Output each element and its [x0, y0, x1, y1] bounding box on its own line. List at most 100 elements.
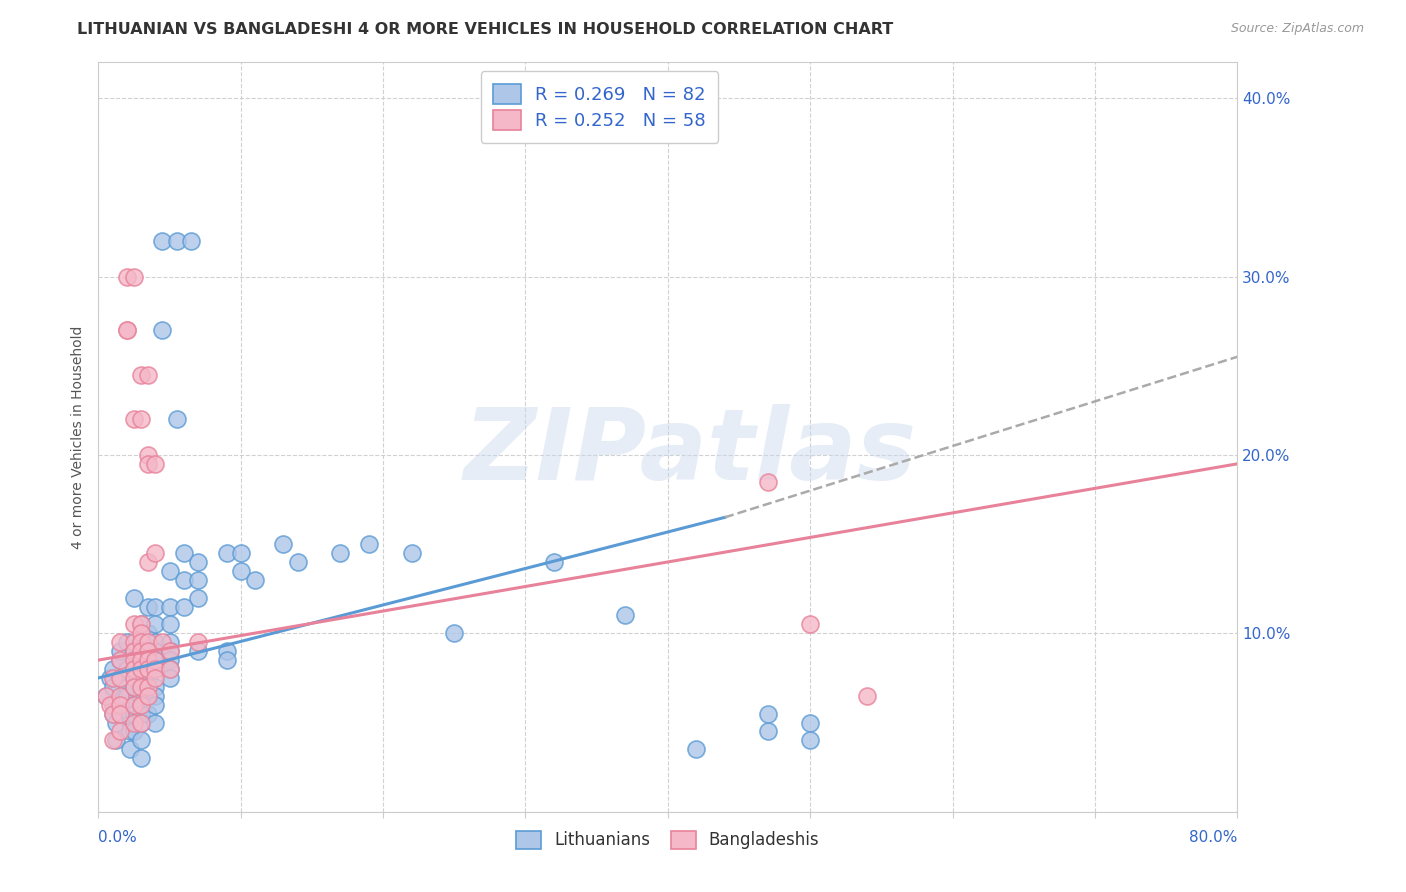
Point [108, 653, 131, 667]
Point [145, 653, 167, 667]
Point [543, 555, 565, 569]
Point [122, 591, 145, 605]
Point [159, 635, 181, 649]
Point [173, 573, 195, 587]
Point [145, 599, 167, 614]
Point [136, 680, 159, 694]
Point [108, 635, 131, 649]
Point [115, 635, 138, 649]
Point [145, 715, 167, 730]
Point [136, 457, 159, 471]
Point [243, 573, 266, 587]
Point [159, 564, 181, 578]
Point [129, 662, 152, 676]
Point [187, 573, 209, 587]
Point [122, 698, 145, 712]
Point [101, 662, 124, 676]
Point [101, 706, 124, 721]
Point [122, 706, 145, 721]
Point [118, 715, 141, 730]
Point [122, 671, 145, 685]
Point [159, 671, 181, 685]
Point [287, 555, 309, 569]
Point [112, 698, 135, 712]
Point [136, 368, 159, 382]
Point [145, 662, 167, 676]
Point [129, 715, 152, 730]
Point [215, 644, 238, 658]
Point [756, 724, 779, 739]
Text: 0.0%: 0.0% [98, 830, 138, 846]
Point [136, 599, 159, 614]
Point [129, 733, 152, 747]
Point [122, 412, 145, 426]
Point [145, 617, 167, 632]
Point [152, 323, 174, 337]
Point [108, 689, 131, 703]
Point [799, 715, 821, 730]
Point [145, 680, 167, 694]
Point [101, 698, 124, 712]
Point [115, 680, 138, 694]
Point [856, 689, 879, 703]
Text: ZIPatlas: ZIPatlas [464, 403, 917, 500]
Point [98, 671, 121, 685]
Point [108, 724, 131, 739]
Point [129, 689, 152, 703]
Point [145, 653, 167, 667]
Point [115, 269, 138, 284]
Point [357, 537, 380, 551]
Point [273, 537, 295, 551]
Point [108, 698, 131, 712]
Point [136, 644, 159, 658]
Point [136, 653, 159, 667]
Point [129, 635, 152, 649]
Point [136, 706, 159, 721]
Point [136, 626, 159, 640]
Point [159, 662, 181, 676]
Point [152, 234, 174, 248]
Point [799, 617, 821, 632]
Point [129, 617, 152, 632]
Point [129, 751, 152, 765]
Point [173, 546, 195, 560]
Point [108, 671, 131, 685]
Point [136, 653, 159, 667]
Point [443, 626, 465, 640]
Point [110, 671, 132, 685]
Point [129, 635, 152, 649]
Point [118, 706, 141, 721]
Point [187, 644, 209, 658]
Text: Source: ZipAtlas.com: Source: ZipAtlas.com [1230, 22, 1364, 36]
Point [122, 644, 145, 658]
Point [159, 599, 181, 614]
Point [215, 653, 238, 667]
Point [122, 662, 145, 676]
Point [187, 555, 209, 569]
Y-axis label: 4 or more Vehicles in Household: 4 or more Vehicles in Household [72, 326, 86, 549]
Point [129, 706, 152, 721]
Point [129, 680, 152, 694]
Point [180, 234, 202, 248]
Text: 80.0%: 80.0% [1189, 830, 1237, 846]
Point [122, 671, 145, 685]
Legend: Lithuanians, Bangladeshis: Lithuanians, Bangladeshis [509, 824, 827, 855]
Point [108, 706, 131, 721]
Point [129, 368, 152, 382]
Point [129, 626, 152, 640]
Point [94, 689, 117, 703]
Point [118, 724, 141, 739]
Point [173, 599, 195, 614]
Point [115, 323, 138, 337]
Point [136, 680, 159, 694]
Point [166, 412, 188, 426]
Point [159, 644, 181, 658]
Point [115, 323, 138, 337]
Point [129, 698, 152, 712]
Point [122, 662, 145, 676]
Point [122, 653, 145, 667]
Point [159, 617, 181, 632]
Point [118, 742, 141, 756]
Point [115, 662, 138, 676]
Point [136, 689, 159, 703]
